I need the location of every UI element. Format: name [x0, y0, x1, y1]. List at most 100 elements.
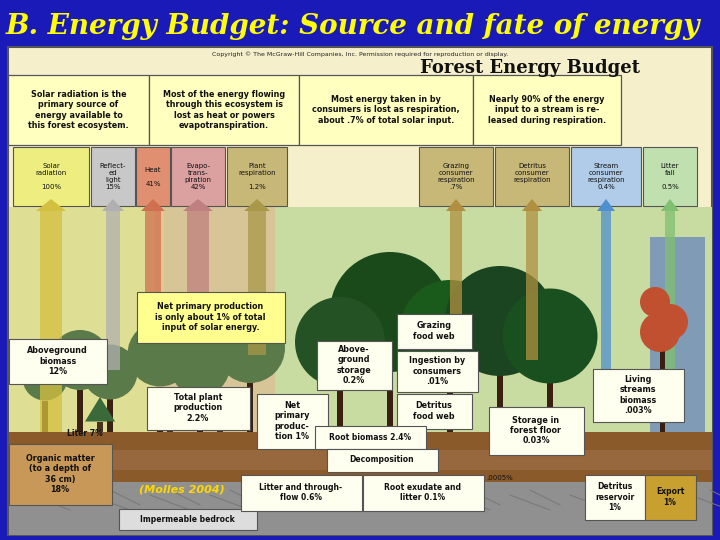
Bar — [157, 387, 163, 432]
Text: Organic matter
(to a depth of
36 cm)
18%: Organic matter (to a depth of 36 cm) 18% — [26, 454, 94, 494]
Text: Solar
radiation

100%: Solar radiation 100% — [35, 163, 67, 190]
Circle shape — [640, 287, 670, 317]
Circle shape — [127, 321, 192, 387]
Text: Plant
respiration

1.2%: Plant respiration 1.2% — [238, 163, 276, 190]
Text: Aboveground
biomass
12%: Aboveground biomass 12% — [27, 346, 88, 376]
Bar — [9, 482, 712, 535]
Circle shape — [22, 355, 68, 401]
FancyBboxPatch shape — [397, 394, 472, 429]
Polygon shape — [661, 199, 679, 211]
Bar — [447, 373, 453, 432]
Circle shape — [50, 330, 110, 390]
Bar — [650, 237, 705, 432]
FancyBboxPatch shape — [9, 339, 107, 383]
Bar — [77, 390, 83, 432]
Text: Detritus
consumer
respiration: Detritus consumer respiration — [513, 163, 551, 190]
Text: Net
primary
produc-
tion 1%: Net primary produc- tion 1% — [274, 401, 310, 441]
Text: Grazing
food web: Grazing food web — [413, 321, 455, 341]
FancyBboxPatch shape — [593, 368, 683, 422]
Bar — [155, 207, 275, 432]
Text: Liter 7%: Liter 7% — [67, 429, 103, 437]
Text: Stream
consumer
respiration
0.4%: Stream consumer respiration 0.4% — [588, 163, 625, 190]
Polygon shape — [183, 199, 213, 211]
Circle shape — [295, 297, 385, 387]
Bar — [217, 422, 223, 432]
FancyBboxPatch shape — [149, 75, 299, 145]
Polygon shape — [446, 199, 466, 211]
Bar — [197, 394, 203, 432]
Bar — [387, 362, 393, 432]
Polygon shape — [36, 199, 66, 211]
Text: Storage in
forest floor
0.03%: Storage in forest floor 0.03% — [510, 416, 562, 446]
FancyBboxPatch shape — [397, 350, 477, 392]
Bar — [9, 450, 712, 470]
FancyBboxPatch shape — [585, 475, 644, 519]
Circle shape — [330, 252, 450, 372]
FancyBboxPatch shape — [397, 314, 472, 348]
FancyBboxPatch shape — [256, 394, 328, 449]
FancyBboxPatch shape — [240, 475, 361, 510]
Text: Nearly 90% of the energy
input to a stream is re-
leased during respiration.: Nearly 90% of the energy input to a stre… — [488, 95, 606, 125]
Text: Total plant
production
2.2%: Total plant production 2.2% — [174, 393, 222, 423]
Bar — [665, 207, 675, 390]
Polygon shape — [597, 199, 615, 211]
FancyBboxPatch shape — [419, 147, 493, 206]
Circle shape — [503, 288, 598, 383]
Text: .0005%: .0005% — [487, 475, 513, 481]
Text: Most energy taken in by
consumers is lost as respiration,
about .7% of total sol: Most energy taken in by consumers is los… — [312, 95, 460, 125]
Polygon shape — [244, 199, 270, 211]
Text: Net primary production
is only about 1% of total
input of solar energy.: Net primary production is only about 1% … — [156, 302, 266, 332]
Bar — [167, 423, 173, 432]
Text: Impermeable bedrock: Impermeable bedrock — [140, 515, 235, 523]
Text: Root exudate and
litter 0.1%: Root exudate and litter 0.1% — [384, 483, 462, 502]
Bar — [547, 376, 553, 432]
Bar — [248, 207, 266, 355]
Polygon shape — [102, 199, 124, 211]
Bar — [9, 207, 712, 432]
Bar — [97, 422, 103, 432]
Circle shape — [400, 280, 500, 380]
Bar — [337, 380, 343, 432]
FancyBboxPatch shape — [136, 147, 170, 206]
Bar — [277, 423, 283, 432]
Text: Export
1%: Export 1% — [656, 487, 684, 507]
Bar — [526, 207, 538, 360]
Text: Solar radiation is the
primary source of
energy available to
this forest ecosyst: Solar radiation is the primary source of… — [28, 90, 129, 130]
FancyBboxPatch shape — [137, 292, 284, 342]
Text: Detritus
reservoir
1%: Detritus reservoir 1% — [595, 482, 634, 512]
Bar — [106, 207, 120, 370]
Polygon shape — [141, 199, 165, 211]
FancyBboxPatch shape — [299, 75, 473, 145]
FancyBboxPatch shape — [9, 443, 112, 504]
Bar — [497, 367, 503, 432]
Circle shape — [652, 304, 688, 340]
Bar — [247, 383, 253, 432]
Text: Most of the energy flowing
through this ecosystem is
lost as heat or powers
evap: Most of the energy flowing through this … — [163, 90, 285, 130]
FancyBboxPatch shape — [643, 147, 697, 206]
FancyBboxPatch shape — [644, 475, 696, 519]
Text: Ingestion by
consumers
.01%: Ingestion by consumers .01% — [409, 356, 465, 386]
Text: Decomposition: Decomposition — [350, 456, 414, 464]
FancyBboxPatch shape — [146, 387, 250, 429]
FancyBboxPatch shape — [495, 147, 569, 206]
Text: B. Energy Budget: Source and fate of energy: B. Energy Budget: Source and fate of ene… — [6, 12, 701, 39]
Bar — [107, 397, 113, 432]
Polygon shape — [265, 404, 295, 423]
Text: Living
streams
biomass
.003%: Living streams biomass .003% — [619, 375, 657, 415]
Circle shape — [445, 266, 555, 376]
FancyBboxPatch shape — [315, 426, 426, 449]
Text: Forest Energy Budget: Forest Energy Budget — [420, 59, 640, 77]
Circle shape — [83, 345, 138, 400]
Circle shape — [640, 312, 680, 352]
Text: Grazing
consumer
respiration
.7%: Grazing consumer respiration .7% — [437, 163, 474, 190]
Bar — [42, 401, 48, 432]
Text: (Molles 2004): (Molles 2004) — [139, 485, 225, 495]
Text: Heat

41%: Heat 41% — [145, 166, 161, 186]
Bar — [40, 207, 62, 432]
Text: Above-
ground
storage
0.2%: Above- ground storage 0.2% — [337, 345, 372, 385]
Text: Copyright © The McGraw-Hill Companies, Inc. Permission required for reproduction: Copyright © The McGraw-Hill Companies, I… — [212, 51, 508, 57]
FancyBboxPatch shape — [171, 147, 225, 206]
Bar — [450, 207, 462, 350]
FancyBboxPatch shape — [13, 147, 89, 206]
Text: Litter
fall

0.5%: Litter fall 0.5% — [661, 163, 679, 190]
